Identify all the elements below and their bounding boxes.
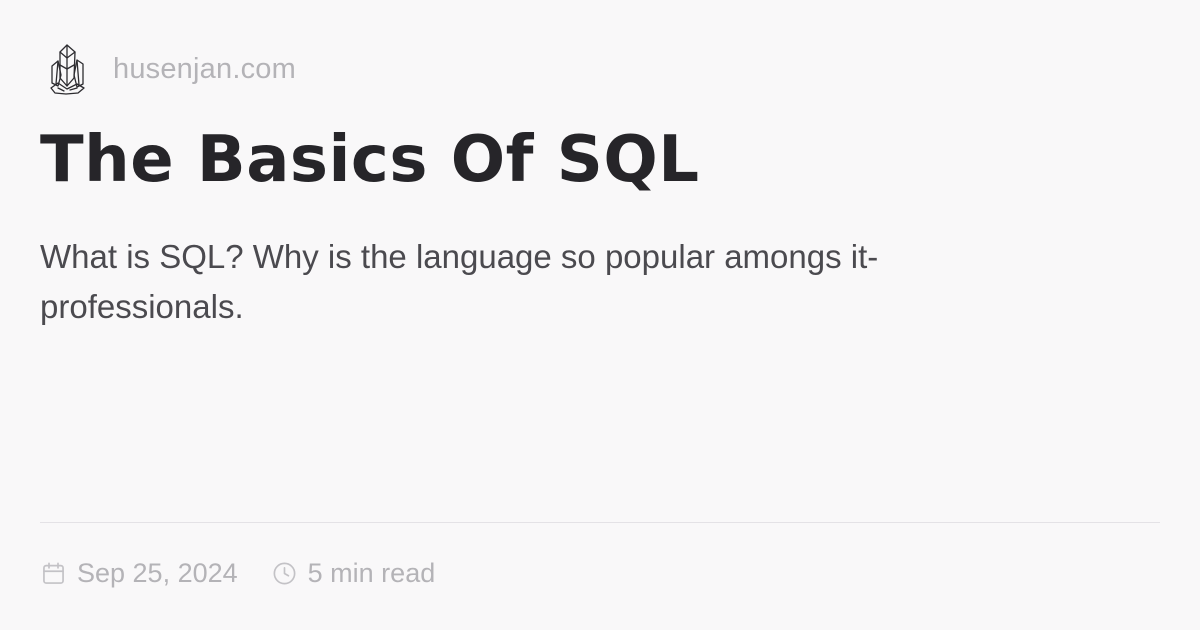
post-meta: Sep 25, 2024 5 min read bbox=[40, 556, 435, 590]
publish-date: Sep 25, 2024 bbox=[40, 558, 238, 589]
reading-time: 5 min read bbox=[271, 557, 436, 589]
clock-icon bbox=[271, 560, 298, 587]
reading-time-text: 5 min read bbox=[307, 557, 436, 588]
crystal-icon bbox=[48, 42, 86, 96]
divider bbox=[40, 522, 1160, 523]
calendar-icon bbox=[40, 560, 67, 587]
site-brand[interactable]: husenjan.com bbox=[48, 42, 296, 96]
post-description: What is SQL? Why is the language so popu… bbox=[40, 238, 879, 325]
site-name: husenjan.com bbox=[113, 52, 296, 85]
post-title: The Basics Of SQL bbox=[40, 123, 700, 197]
publish-date-text: Sep 25, 2024 bbox=[77, 557, 238, 588]
